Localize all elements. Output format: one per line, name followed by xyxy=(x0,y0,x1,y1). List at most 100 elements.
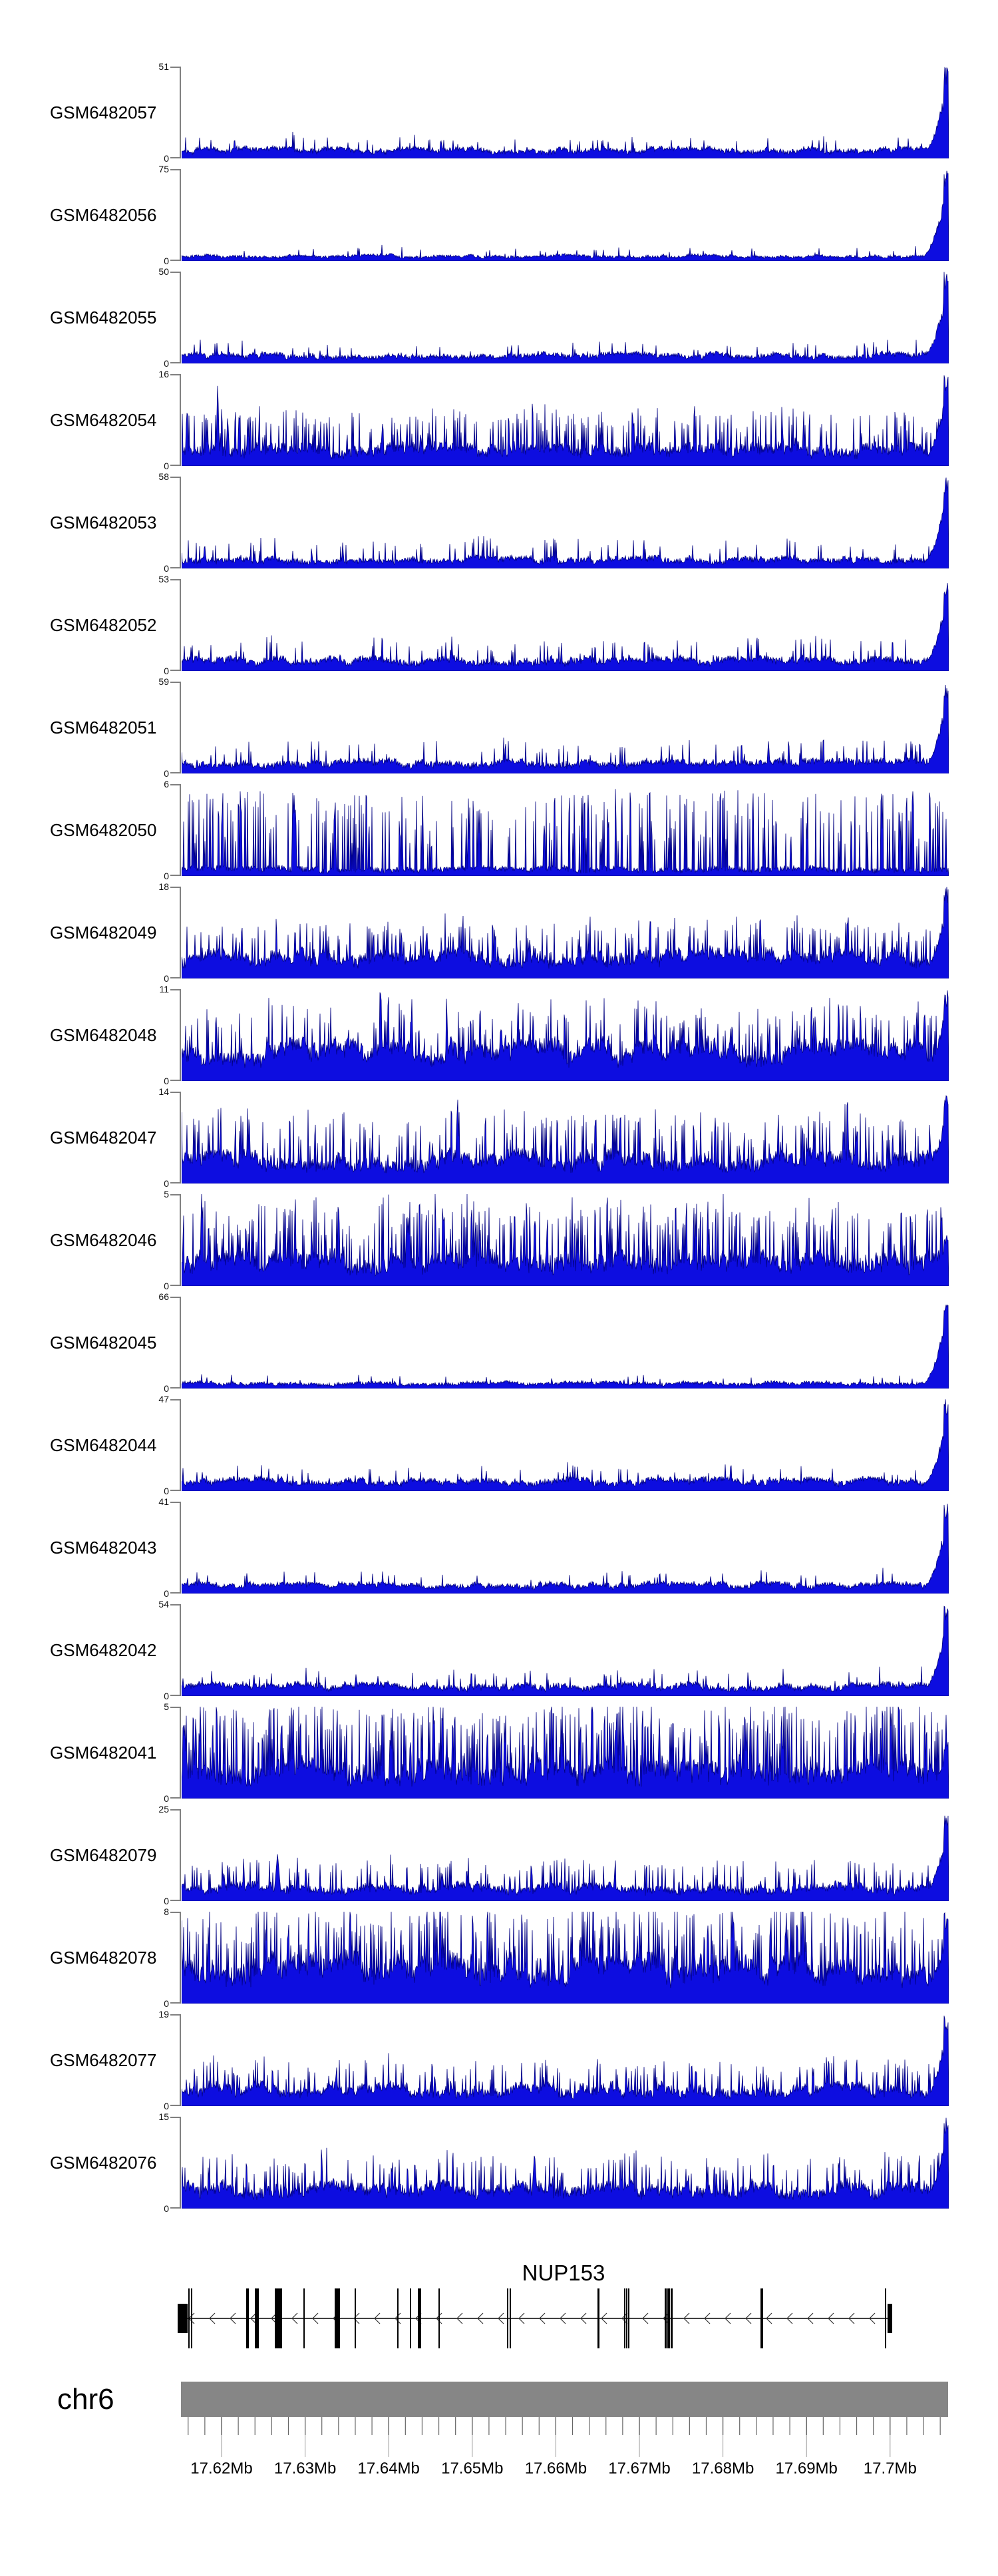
y-axis-top-tick xyxy=(170,374,180,375)
y-axis-line xyxy=(180,272,181,363)
coverage-track-GSM6482054: GSM6482054 16 0 xyxy=(0,369,998,477)
gene-name-label: NUP153 xyxy=(522,2260,605,2285)
y-zero-label: 0 xyxy=(164,461,169,471)
y-axis-top-tick xyxy=(170,1912,180,1913)
track-label: GSM6482056 xyxy=(50,205,157,225)
y-axis-bottom-tick xyxy=(170,772,180,773)
y-max-label: 25 xyxy=(158,1804,169,1815)
y-zero-label: 0 xyxy=(164,153,169,164)
coordinate-label: 17.65Mb xyxy=(441,2460,503,2477)
track-label: GSM6482053 xyxy=(50,513,157,533)
y-axis-bottom-tick xyxy=(170,1490,180,1491)
signal-histogram xyxy=(182,1707,949,1799)
y-axis-top-tick xyxy=(170,1297,180,1298)
coverage-track-GSM6482053: GSM6482053 58 0 xyxy=(0,471,998,579)
y-zero-label: 0 xyxy=(164,1691,169,1701)
y-axis-line xyxy=(180,1194,181,1286)
y-max-label: 14 xyxy=(158,1086,169,1097)
y-axis-line xyxy=(180,1502,181,1594)
minus-strand-arrow xyxy=(291,2312,298,2324)
minus-strand-arrow xyxy=(601,2312,607,2324)
minus-strand-arrow xyxy=(209,2312,216,2324)
y-axis-top-tick xyxy=(170,989,180,990)
y-max-label: 6 xyxy=(164,779,169,789)
y-axis-line xyxy=(180,1912,181,2004)
coordinate-label: 17.7Mb xyxy=(864,2460,917,2477)
y-axis-top-tick xyxy=(170,1707,180,1708)
y-max-label: 16 xyxy=(158,369,169,379)
y-axis-top-tick xyxy=(170,1194,180,1195)
exon-box xyxy=(303,2288,305,2348)
y-max-label: 58 xyxy=(158,471,169,482)
y-axis-line xyxy=(180,374,181,466)
y-axis-line xyxy=(180,2014,181,2106)
y-axis-bottom-tick xyxy=(170,977,180,978)
track-label: GSM6482044 xyxy=(50,1435,157,1455)
track-label: GSM6482049 xyxy=(50,923,157,943)
coverage-track-GSM6482043: GSM6482043 41 0 xyxy=(0,1496,998,1604)
y-axis-top-tick xyxy=(170,67,180,68)
coverage-track-GSM6482042: GSM6482042 54 0 xyxy=(0,1599,998,1707)
track-label: GSM6482055 xyxy=(50,308,157,327)
y-axis-top-tick xyxy=(170,784,180,785)
signal-histogram xyxy=(182,684,949,773)
y-axis-bottom-tick xyxy=(170,1900,180,1901)
exon-box xyxy=(507,2288,508,2348)
y-axis-top-tick xyxy=(170,2014,180,2016)
y-axis-bottom-tick xyxy=(170,670,180,671)
y-axis-line xyxy=(180,67,181,158)
track-label: GSM6482048 xyxy=(50,1025,157,1045)
exon-box xyxy=(885,2288,886,2348)
y-axis-bottom-tick xyxy=(170,260,180,261)
y-axis-top-tick xyxy=(170,169,180,170)
signal-histogram xyxy=(182,375,949,466)
y-axis-line xyxy=(180,1809,181,1901)
y-zero-label: 0 xyxy=(164,563,169,574)
exon-box xyxy=(597,2288,599,2348)
y-axis-line xyxy=(180,1604,181,1696)
exon-box xyxy=(275,2288,282,2348)
minus-strand-arrow xyxy=(498,2312,504,2324)
signal-histogram xyxy=(182,170,949,261)
signal-histogram xyxy=(182,1399,949,1491)
y-zero-label: 0 xyxy=(164,768,169,779)
y-zero-label: 0 xyxy=(164,1588,169,1599)
exon-box xyxy=(667,2288,670,2348)
y-max-label: 8 xyxy=(164,1906,169,1917)
minus-strand-arrow xyxy=(725,2312,731,2324)
signal-histogram xyxy=(182,1304,949,1389)
y-axis-line xyxy=(180,2117,181,2209)
minus-strand-arrow xyxy=(477,2312,484,2324)
minus-strand-arrow xyxy=(745,2312,752,2324)
coverage-track-GSM6482056: GSM6482056 75 0 xyxy=(0,164,998,272)
coordinate-label: 17.64Mb xyxy=(357,2460,419,2477)
coordinate-label: 17.67Mb xyxy=(608,2460,670,2477)
y-axis-top-tick xyxy=(170,2117,180,2118)
coordinate-label: 17.62Mb xyxy=(190,2460,252,2477)
y-axis-bottom-tick xyxy=(170,1080,180,1081)
y-axis-line xyxy=(180,887,181,978)
y-zero-label: 0 xyxy=(164,1486,169,1496)
minus-strand-arrow xyxy=(456,2312,463,2324)
track-label: GSM6482046 xyxy=(50,1230,157,1250)
minus-strand-arrow xyxy=(848,2312,855,2324)
y-zero-label: 0 xyxy=(164,358,169,369)
signal-histogram xyxy=(182,1912,949,2004)
track-label: GSM6482076 xyxy=(50,2153,157,2173)
y-axis-top-tick xyxy=(170,887,180,888)
y-axis-bottom-tick xyxy=(170,875,180,876)
minus-strand-arrow xyxy=(312,2312,319,2324)
signal-histogram xyxy=(182,272,949,363)
coverage-track-GSM6482077: GSM6482077 19 0 xyxy=(0,2009,998,2117)
y-axis-bottom-tick xyxy=(170,1387,180,1389)
y-axis-top-tick xyxy=(170,1399,180,1400)
y-zero-label: 0 xyxy=(164,1383,169,1394)
y-zero-label: 0 xyxy=(164,1998,169,2009)
y-zero-label: 0 xyxy=(164,871,169,881)
y-zero-label: 0 xyxy=(164,1178,169,1189)
y-zero-label: 0 xyxy=(164,666,169,676)
coverage-track-GSM6482045: GSM6482045 66 0 xyxy=(0,1291,998,1399)
signal-histogram xyxy=(182,789,949,876)
y-axis-top-tick xyxy=(170,1809,180,1811)
exon-box xyxy=(628,2288,629,2348)
